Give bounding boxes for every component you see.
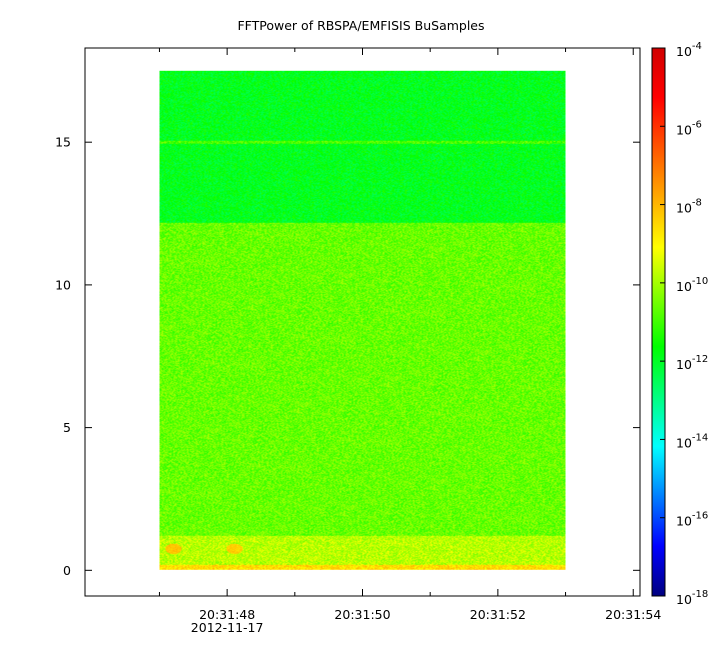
x-tick-label: 20:31:54 <box>605 607 661 622</box>
colorbar-tick-label: 10-14 <box>676 432 708 450</box>
colorbar-tick-label: 10-8 <box>676 198 702 216</box>
colorbar-tick-label: 10-6 <box>676 119 702 137</box>
y-tick-label: 5 <box>63 420 71 435</box>
x-tick-date-label: 2012-11-17 <box>191 620 264 635</box>
colorbar-tick-label: 10-16 <box>676 511 708 529</box>
x-tick-label: 20:31:48 <box>199 607 255 622</box>
y-tick-label: 15 <box>55 135 71 150</box>
chart-title: FFTPower of RBSPA/EMFISIS BuSamples <box>237 18 484 33</box>
colorbar-tick-label: 10-4 <box>676 41 702 59</box>
x-tick-label: 20:31:50 <box>334 607 390 622</box>
spectrogram-image <box>159 70 566 570</box>
y-tick-label: 10 <box>55 277 71 292</box>
y-axis: 0 5 10 15 <box>55 135 640 578</box>
colorbar-tick-label: 10-10 <box>676 276 708 294</box>
x-tick-label: 20:31:52 <box>470 607 526 622</box>
y-tick-label: 0 <box>63 563 71 578</box>
colorbar-axis: 10-4 10-6 10-8 10-10 10-12 10-14 10-16 10-18 <box>660 41 708 607</box>
colorbar-tick-label: 10-18 <box>676 589 708 607</box>
colorbar-tick-label: 10-12 <box>676 354 708 372</box>
colorbar <box>651 47 666 597</box>
